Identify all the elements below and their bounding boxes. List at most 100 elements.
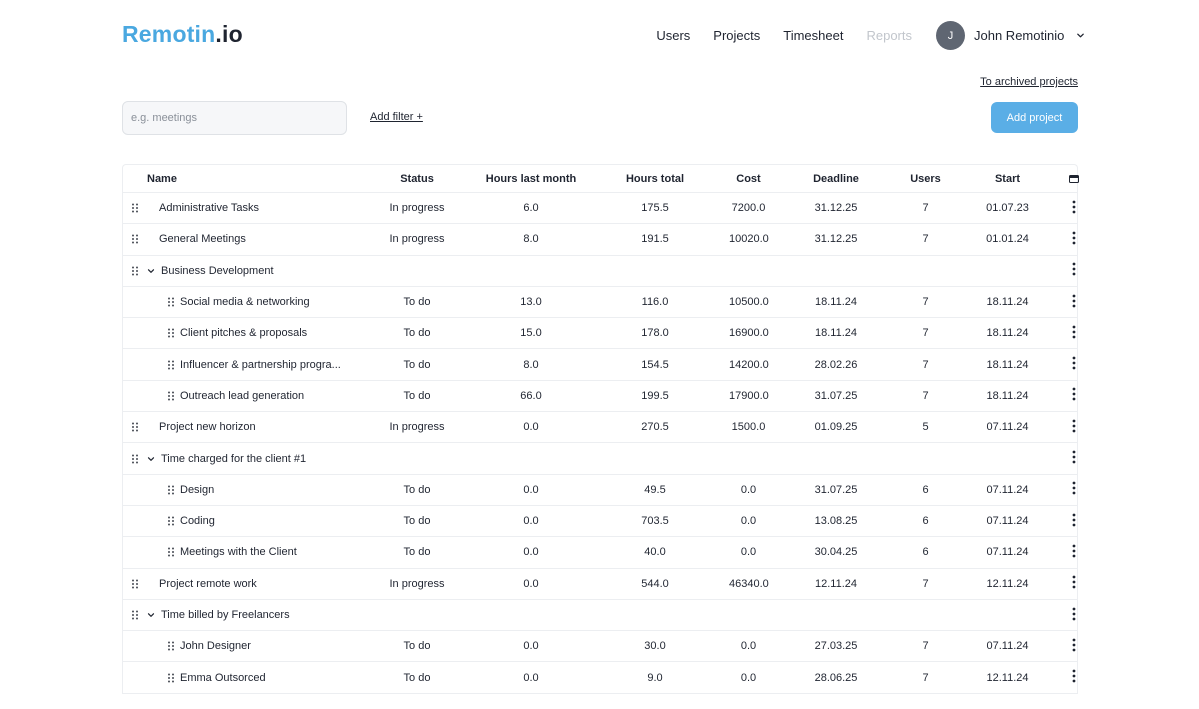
table-row[interactable]: Coding To do 0.0 703.5 0.0 13.08.25 6 07.11.24 [123,506,1079,538]
project-name[interactable]: Meetings with the Client [180,546,297,559]
project-name[interactable]: Project new horizon [159,421,256,434]
project-name[interactable]: Client pitches & proposals [180,327,308,340]
header-deadline[interactable]: Deadline [813,172,859,185]
drag-handle-icon[interactable] [131,454,139,464]
app-logo[interactable]: Remotin.io [122,21,243,47]
table-row[interactable]: Meetings with the Client To do 0.0 40.0 0.0 3… [123,537,1079,569]
table-row[interactable]: Outreach lead generation To do 66.0 199.5 17… [123,381,1079,413]
cell-deadline: 18.11.24 [814,327,857,340]
project-name[interactable]: Emma Outsorced [180,671,266,684]
table-row[interactable]: Project remote work In progress 0.0 544.0 46… [123,569,1077,600]
user-menu[interactable]: J John Remotinio [936,21,1085,50]
table-row[interactable]: Design To do 0.0 49.5 0.0 31.07.25 6 07.11.24 [123,475,1077,506]
project-name[interactable]: Social media & networking [180,296,310,309]
row-menu-button[interactable] [1068,481,1079,498]
chevron-down-icon[interactable] [147,267,155,275]
header-start[interactable]: Start [994,172,1021,185]
row-menu-button[interactable] [1068,607,1079,624]
project-name[interactable]: Time billed by Freelancers [161,609,290,621]
drag-handle-icon[interactable] [131,610,139,620]
archived-projects-link[interactable]: To archived projects [980,76,1078,88]
row-menu-button[interactable] [1068,544,1079,561]
row-menu-button[interactable] [1068,450,1079,467]
project-name[interactable]: Administrative Tasks [159,202,260,215]
cell-start: 18.11.24 [986,389,1029,402]
row-menu-button[interactable] [1068,200,1079,217]
cell-hours-last-month: 0.0 [523,483,539,496]
project-name[interactable]: Time charged for the client #1 [161,452,307,465]
table-row[interactable]: Time billed by Freelancers [123,600,1079,632]
drag-handle-icon[interactable] [131,203,139,213]
row-menu-button[interactable] [1068,387,1079,404]
row-menu-button[interactable] [1068,419,1079,436]
project-name[interactable]: Influencer & partnership progra... [180,358,341,371]
drag-handle-icon[interactable] [167,360,175,370]
header-users[interactable]: Users [910,172,941,185]
drag-handle-icon[interactable] [131,422,139,432]
table-row[interactable]: Time charged for the client #1 [123,443,1079,475]
row-menu-button[interactable] [1068,513,1079,530]
header-status[interactable]: Status [400,172,434,185]
header-name[interactable]: Name [147,172,177,185]
table-row[interactable]: Influencer & partnership progra... To do 8… [123,349,1079,381]
table-row[interactable]: Project new horizon In progress 0.0 270.5 15… [123,412,1079,444]
table-row[interactable]: Social media & networking To do 13.0 116.0 1… [123,287,1079,319]
cell-start: 01.07.23 [986,202,1029,215]
cell-hours-last-month: 6.0 [523,202,539,215]
add-filter-link[interactable]: Add filter + [370,111,423,123]
drag-handle-icon[interactable] [167,297,175,307]
table-row[interactable]: General Meetings In progress 8.0 191.5 10020… [123,224,1079,256]
table-row[interactable]: John Designer To do 0.0 30.0 0.0 27.03.25 7 07.… [123,631,1079,663]
row-menu-button[interactable] [1068,669,1079,686]
project-name[interactable]: John Designer [180,640,251,653]
drag-handle-icon[interactable] [167,485,175,495]
project-name[interactable]: Design [180,483,215,496]
drag-handle-icon[interactable] [131,579,139,589]
header-hours-total[interactable]: Hours total [625,172,685,185]
nav-timesheet[interactable]: Timesheet [783,28,844,43]
table-row[interactable]: Administrative Tasks In progress 6.0 175.5 7… [123,193,1079,225]
header-cost[interactable]: Cost [736,172,761,185]
row-menu-button[interactable] [1068,356,1079,373]
nav-users[interactable]: Users [656,28,691,43]
chevron-down-icon[interactable] [147,455,155,463]
row-menu-button[interactable] [1068,638,1079,655]
row-menu-button[interactable] [1068,325,1079,342]
cell-name: Business Development [123,265,353,277]
row-menu-button[interactable] [1068,262,1079,279]
row-menu-button[interactable] [1068,231,1079,248]
search-input[interactable] [122,101,347,135]
drag-handle-icon[interactable] [131,266,139,276]
drag-handle-icon[interactable] [167,547,175,557]
row-menu-button[interactable] [1068,294,1079,311]
table-row[interactable]: Business Development [123,256,1077,287]
table-row[interactable]: Client pitches & proposals To do 15.0 178.0… [123,318,1079,350]
drag-handle-icon[interactable] [167,328,175,338]
table-body: Administrative Tasks In progress 6.0 175.5 7… [123,193,1077,694]
cell-cost: 14200.0 [729,358,769,371]
drag-handle-icon[interactable] [131,234,139,244]
project-name[interactable]: Outreach lead generation [180,389,305,402]
project-name[interactable]: Business Development [161,264,274,277]
row-menu-button[interactable] [1068,575,1079,592]
project-name[interactable]: General Meetings [159,233,246,246]
table-row[interactable]: Emma Outsorced To do 0.0 9.0 0.0 28.06.25 7 12.… [123,662,1079,694]
drag-handle-icon[interactable] [167,673,175,683]
kebab-menu-icon [1072,575,1075,589]
drag-handle-icon[interactable] [167,516,175,526]
cell-cost: 46340.0 [729,577,769,590]
project-name[interactable]: Coding [180,515,215,528]
column-settings-button[interactable] [1068,174,1079,183]
add-project-button[interactable]: Add project [991,102,1078,133]
drag-handle-icon[interactable] [167,641,175,651]
nav-projects[interactable]: Projects [713,28,761,43]
chevron-down-icon[interactable] [147,611,155,619]
cell-status: To do [403,296,431,309]
cell-name: Administrative Tasks [123,202,353,214]
cell-hours-total: 175.5 [641,202,669,215]
project-name[interactable]: Project remote work [159,577,257,590]
cell-cost: 16900.0 [729,327,769,340]
header-hours-last-month[interactable]: Hours last month [485,172,577,185]
drag-handle-icon[interactable] [167,391,175,401]
cell-name: Project new horizon [123,421,353,433]
